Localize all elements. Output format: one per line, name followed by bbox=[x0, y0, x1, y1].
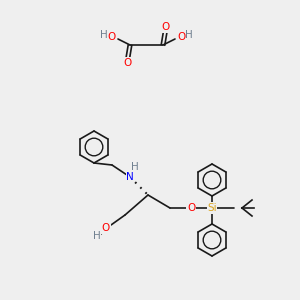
Text: O: O bbox=[123, 58, 131, 68]
Text: H: H bbox=[185, 30, 193, 40]
Text: Si: Si bbox=[207, 203, 217, 213]
Text: O: O bbox=[102, 223, 110, 233]
Text: H: H bbox=[93, 231, 101, 241]
Text: O: O bbox=[162, 22, 170, 32]
Text: O: O bbox=[177, 32, 185, 42]
Text: H: H bbox=[131, 162, 139, 172]
Text: H: H bbox=[100, 30, 108, 40]
Text: O: O bbox=[108, 32, 116, 42]
Text: N: N bbox=[126, 172, 134, 182]
Text: O: O bbox=[187, 203, 195, 213]
